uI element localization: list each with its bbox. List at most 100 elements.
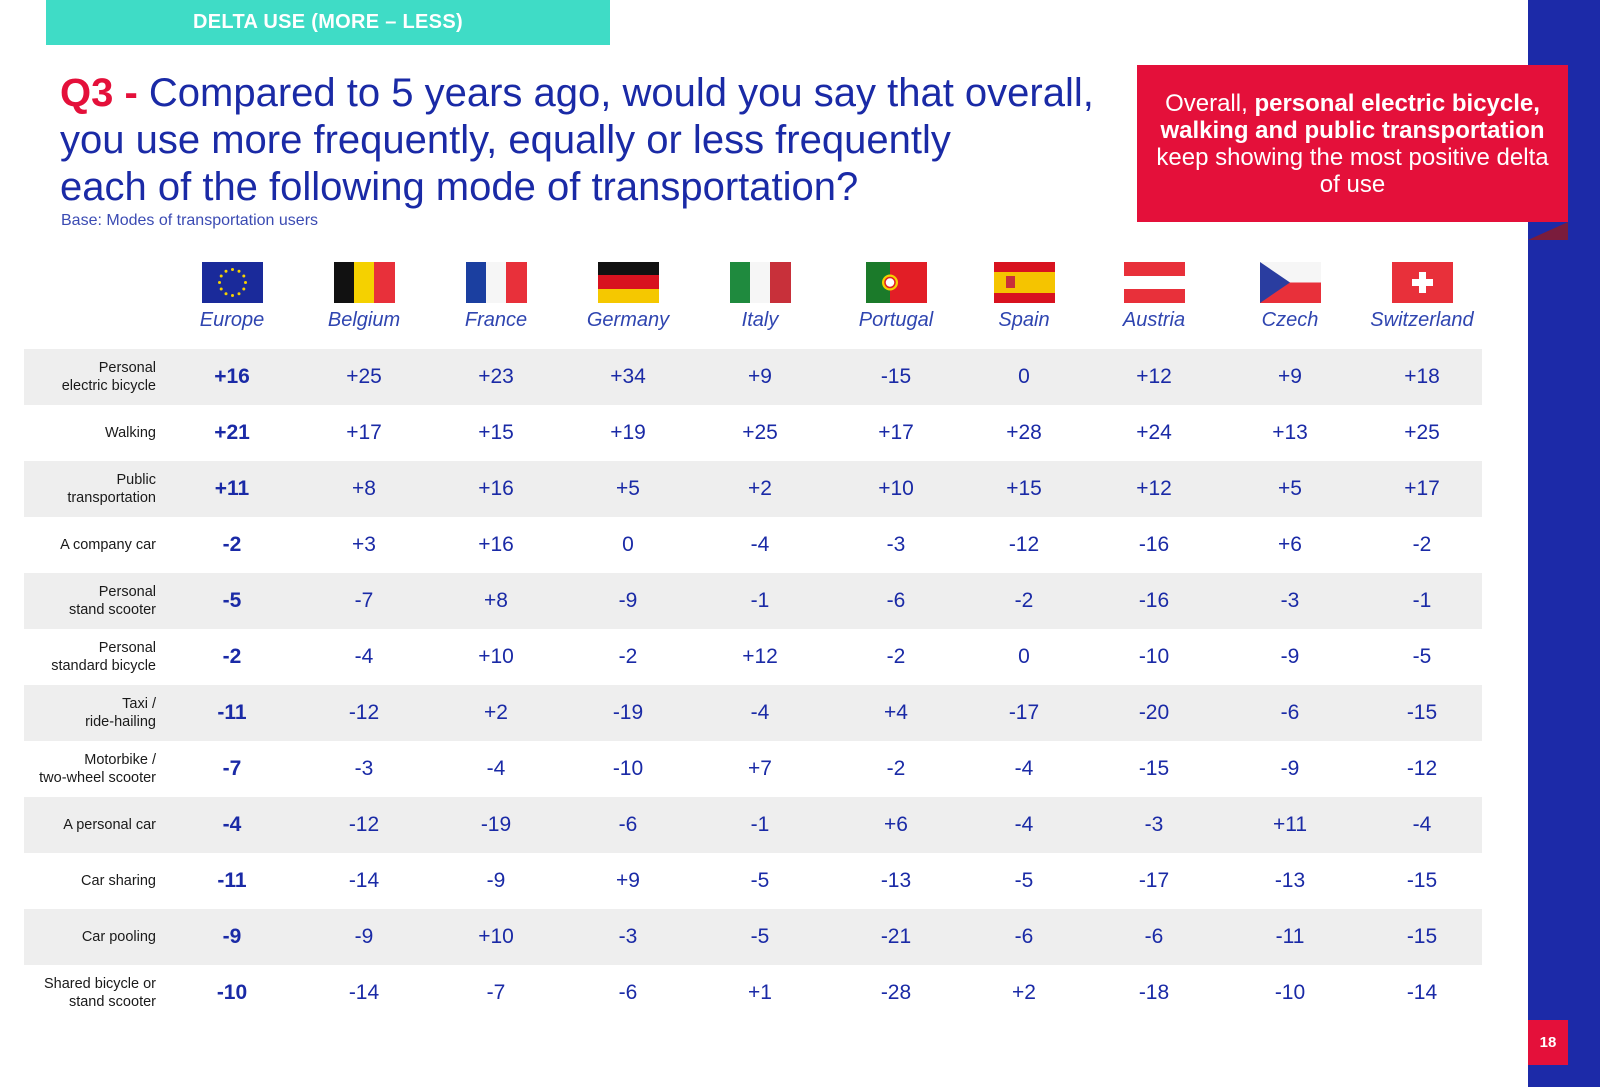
value-cell: -14	[348, 869, 380, 892]
value-cell: +12	[1136, 477, 1172, 500]
value-cell: +5	[616, 477, 640, 500]
value-cell: +10	[478, 925, 514, 948]
value-cell: -3	[618, 925, 638, 948]
row-label-line: Personal	[98, 640, 156, 656]
value-cell: +17	[878, 421, 914, 444]
value-cell: -10	[1138, 645, 1170, 668]
table-row: A personal car -4 -12 -19 -6 -1 +6 -4 -3 +11 -4	[24, 797, 1482, 853]
value-cell: +17	[346, 421, 382, 444]
section-tag: DELTA USE (MORE – LESS)	[46, 0, 610, 45]
value-cell: -6	[618, 813, 638, 836]
value-cell: -16	[1138, 533, 1170, 556]
value-cell: -3	[1280, 589, 1300, 612]
value-cell: -4	[354, 645, 374, 668]
question-number: Q3 -	[60, 71, 138, 115]
value-cell: -7	[486, 981, 506, 1004]
value-cell: -9	[354, 925, 374, 948]
callout-suffix: keep showing the most positive delta of …	[1156, 143, 1549, 198]
row-label-line: Car pooling	[81, 929, 156, 945]
value-cell: -1	[750, 589, 770, 612]
country-name: Europe	[199, 309, 265, 331]
value-cell: -21	[880, 925, 912, 948]
value-cell: -19	[612, 701, 644, 724]
table-row: Taxi / ride-hailing -11 -12 +2 -19 -4 +4 -17 -20 -…	[24, 685, 1482, 741]
question-line-2: you use more frequently, equally or less…	[60, 118, 951, 162]
value-cell: +11	[1272, 813, 1308, 836]
table-row: Walking +21 +17 +15 +19 +25 +17 +28 +24 +13 +25	[24, 405, 1482, 461]
row-label-line: electric bicycle	[61, 378, 156, 394]
value-cell: -15	[1406, 701, 1438, 724]
value-cell: +25	[1404, 421, 1440, 444]
value-cell: -20	[1138, 701, 1170, 724]
question-line-3: each of the following mode of transporta…	[60, 165, 859, 209]
portugal-flag-icon	[865, 262, 927, 303]
europe-value-cell: +11	[214, 477, 250, 500]
row-label: A personal car	[16, 797, 156, 853]
europe-value-cell: -4	[222, 813, 242, 836]
value-cell: -13	[1274, 869, 1306, 892]
country-header-austria: Austria	[1094, 262, 1214, 332]
value-cell: -7	[354, 589, 374, 612]
row-label: Public transportation	[16, 461, 156, 517]
value-cell: -15	[880, 365, 912, 388]
country-name: Portugal	[858, 309, 934, 331]
row-label-line: A company car	[60, 537, 156, 553]
table-row: Motorbike / two-wheel scooter -7 -3 -4 -10 +7 -…	[24, 741, 1482, 797]
value-cell: +18	[1404, 365, 1440, 388]
value-cell: -12	[348, 701, 380, 724]
value-cell: +9	[616, 869, 640, 892]
country-header-spain: Spain	[964, 262, 1084, 332]
value-cell: -9	[486, 869, 506, 892]
table-row: Personal electric bicycle +16 +25 +23 +34 +9 -1…	[24, 349, 1482, 405]
value-cell: -6	[618, 981, 638, 1004]
country-header: Europe Belgium France Germany Italy Portugal S…	[0, 262, 1600, 342]
france-flag-icon	[465, 262, 527, 303]
value-cell: -13	[880, 869, 912, 892]
value-cell: -18	[1138, 981, 1170, 1004]
europe-value-cell: -11	[217, 869, 247, 892]
row-label-line: transportation	[67, 490, 156, 506]
czech-flag-icon	[1259, 262, 1321, 303]
belgium-flag-icon	[333, 262, 395, 303]
country-header-italy: Italy	[700, 262, 820, 332]
value-cell: +8	[484, 589, 508, 612]
country-name: Switzerland	[1370, 309, 1474, 331]
row-label-line: Motorbike /	[84, 752, 156, 768]
country-name: Belgium	[327, 309, 401, 331]
page-number: 18	[1528, 1020, 1568, 1065]
country-header-germany: Germany	[568, 262, 688, 332]
value-cell: -5	[1412, 645, 1432, 668]
row-label-line: A personal car	[63, 817, 156, 833]
value-cell: +7	[748, 757, 772, 780]
value-cell: +9	[748, 365, 772, 388]
value-cell: -6	[1280, 701, 1300, 724]
value-cell: -2	[886, 757, 906, 780]
value-cell: +34	[610, 365, 646, 388]
row-label-line: stand scooter	[68, 602, 156, 618]
value-cell: -9	[1280, 645, 1300, 668]
country-header-czech: Czech	[1230, 262, 1350, 332]
row-label-line: Shared bicycle or	[43, 976, 156, 992]
value-cell: -1	[1412, 589, 1432, 612]
value-cell: +10	[478, 645, 514, 668]
row-label: Personal standard bicycle	[16, 629, 156, 685]
country-name: Spain	[998, 309, 1050, 331]
austria-flag-icon	[1123, 262, 1185, 303]
base-note: Base: Modes of transportation users	[61, 212, 319, 229]
value-cell: 0	[1018, 645, 1030, 668]
value-cell: -12	[348, 813, 380, 836]
question-line-1: Compared to 5 years ago, would you say t…	[137, 71, 1094, 115]
switzerland-flag-icon	[1391, 262, 1453, 303]
table-row: Car pooling -9 -9 +10 -3 -5 -21 -6 -6 -11 -15	[24, 909, 1482, 965]
value-cell: +2	[484, 701, 508, 724]
value-cell: -3	[1144, 813, 1164, 836]
value-cell: -2	[886, 645, 906, 668]
value-cell: +23	[478, 365, 514, 388]
value-cell: -14	[1406, 981, 1438, 1004]
value-cell: +15	[478, 421, 514, 444]
value-cell: 0	[622, 533, 634, 556]
value-cell: -2	[1014, 589, 1034, 612]
row-label: Walking	[16, 405, 156, 461]
value-cell: +1	[748, 981, 772, 1004]
europe-value-cell: -7	[222, 757, 242, 780]
